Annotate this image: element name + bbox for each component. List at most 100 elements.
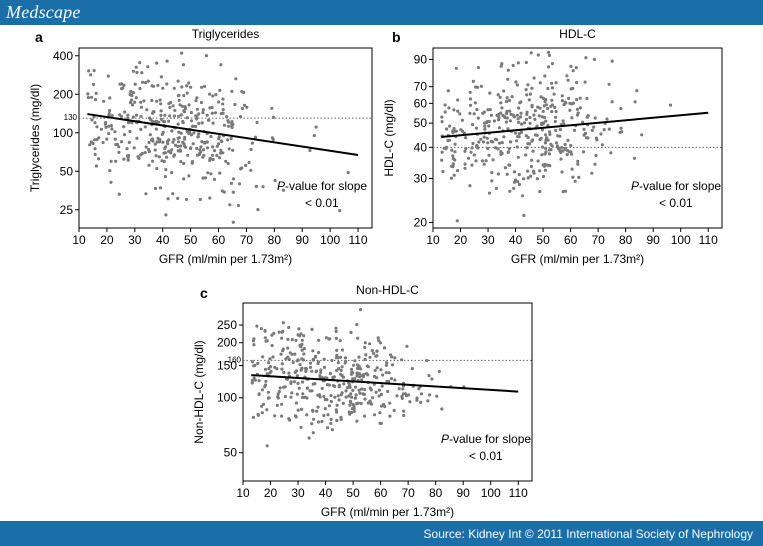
data-point bbox=[385, 361, 389, 365]
data-point bbox=[140, 71, 144, 75]
data-point bbox=[483, 127, 487, 131]
data-point bbox=[592, 57, 597, 62]
data-point bbox=[536, 53, 540, 57]
data-point bbox=[194, 99, 198, 103]
data-point bbox=[482, 135, 486, 139]
y-tick-label: 40 bbox=[414, 140, 428, 154]
data-point bbox=[605, 117, 609, 121]
data-point bbox=[337, 383, 342, 387]
data-point bbox=[546, 138, 550, 142]
data-point bbox=[366, 373, 370, 377]
data-point bbox=[176, 144, 180, 148]
data-point bbox=[350, 367, 354, 371]
data-point bbox=[348, 385, 352, 389]
data-point bbox=[470, 146, 474, 150]
data-point bbox=[512, 114, 516, 119]
data-point bbox=[308, 389, 312, 393]
y-axis-label: Non-HDL-C (mg/dl) bbox=[192, 340, 206, 443]
data-point bbox=[141, 80, 145, 84]
data-point bbox=[343, 361, 347, 365]
data-point bbox=[108, 96, 112, 100]
data-point bbox=[346, 386, 350, 390]
data-point bbox=[570, 116, 574, 120]
x-tick-label: 60 bbox=[374, 486, 388, 500]
data-point bbox=[488, 108, 492, 112]
data-point bbox=[155, 99, 159, 103]
data-point bbox=[531, 149, 535, 153]
data-point bbox=[189, 119, 194, 123]
data-point bbox=[530, 103, 534, 107]
data-point bbox=[147, 163, 151, 167]
data-point bbox=[211, 121, 215, 125]
source-credit: Source: Kidney Int © 2011 International … bbox=[423, 527, 753, 541]
data-point bbox=[317, 393, 322, 397]
x-tick-label: 30 bbox=[128, 233, 142, 247]
x-tick-label: 50 bbox=[346, 486, 360, 500]
data-point bbox=[468, 184, 472, 188]
data-point bbox=[335, 403, 339, 407]
data-point bbox=[194, 124, 198, 129]
data-point bbox=[357, 388, 361, 392]
data-point bbox=[635, 89, 639, 93]
data-point bbox=[561, 149, 565, 153]
data-point bbox=[565, 74, 569, 78]
data-point bbox=[499, 152, 503, 157]
data-point bbox=[543, 168, 548, 172]
data-point bbox=[225, 115, 229, 119]
data-point bbox=[157, 155, 161, 159]
data-point bbox=[506, 150, 510, 154]
data-point bbox=[576, 162, 580, 166]
data-point bbox=[298, 334, 302, 338]
data-point bbox=[556, 134, 560, 138]
data-point bbox=[170, 148, 174, 152]
x-tick-label: 40 bbox=[509, 233, 523, 247]
data-point bbox=[328, 371, 332, 376]
data-point bbox=[449, 176, 453, 180]
data-point bbox=[550, 98, 554, 102]
data-point bbox=[546, 50, 551, 55]
data-point bbox=[275, 403, 279, 407]
data-point bbox=[360, 387, 364, 391]
data-point bbox=[201, 108, 205, 112]
data-point bbox=[488, 91, 492, 95]
data-point bbox=[159, 113, 163, 117]
data-point bbox=[153, 186, 158, 191]
data-point bbox=[180, 104, 184, 108]
data-point bbox=[581, 150, 586, 154]
data-point bbox=[256, 208, 260, 212]
data-point bbox=[504, 99, 509, 104]
data-point bbox=[158, 186, 162, 190]
data-point bbox=[114, 159, 118, 163]
data-point bbox=[126, 113, 130, 117]
p-value-annotation: P-value for slope bbox=[441, 432, 531, 446]
data-point bbox=[251, 415, 255, 419]
data-point bbox=[120, 87, 124, 91]
data-point bbox=[267, 367, 271, 371]
data-point bbox=[410, 367, 414, 371]
data-point bbox=[264, 379, 268, 383]
data-point bbox=[357, 355, 361, 359]
data-point bbox=[240, 106, 244, 111]
data-point bbox=[138, 61, 142, 65]
data-point bbox=[522, 121, 527, 125]
data-point bbox=[155, 166, 159, 171]
data-point bbox=[288, 418, 292, 422]
data-point bbox=[302, 352, 306, 356]
data-point bbox=[135, 70, 139, 75]
data-point bbox=[178, 103, 182, 107]
x-tick-label: 80 bbox=[619, 233, 633, 247]
data-point bbox=[226, 124, 230, 128]
data-point bbox=[506, 77, 510, 81]
data-point bbox=[204, 54, 209, 58]
data-point bbox=[541, 174, 546, 179]
data-point bbox=[525, 110, 529, 114]
data-point bbox=[585, 115, 589, 119]
data-point bbox=[377, 338, 381, 343]
data-point bbox=[571, 69, 575, 73]
data-point bbox=[368, 386, 372, 390]
data-point bbox=[508, 119, 512, 123]
data-point bbox=[619, 107, 623, 111]
data-point bbox=[329, 417, 333, 421]
data-point bbox=[146, 65, 150, 69]
data-point bbox=[181, 140, 185, 144]
